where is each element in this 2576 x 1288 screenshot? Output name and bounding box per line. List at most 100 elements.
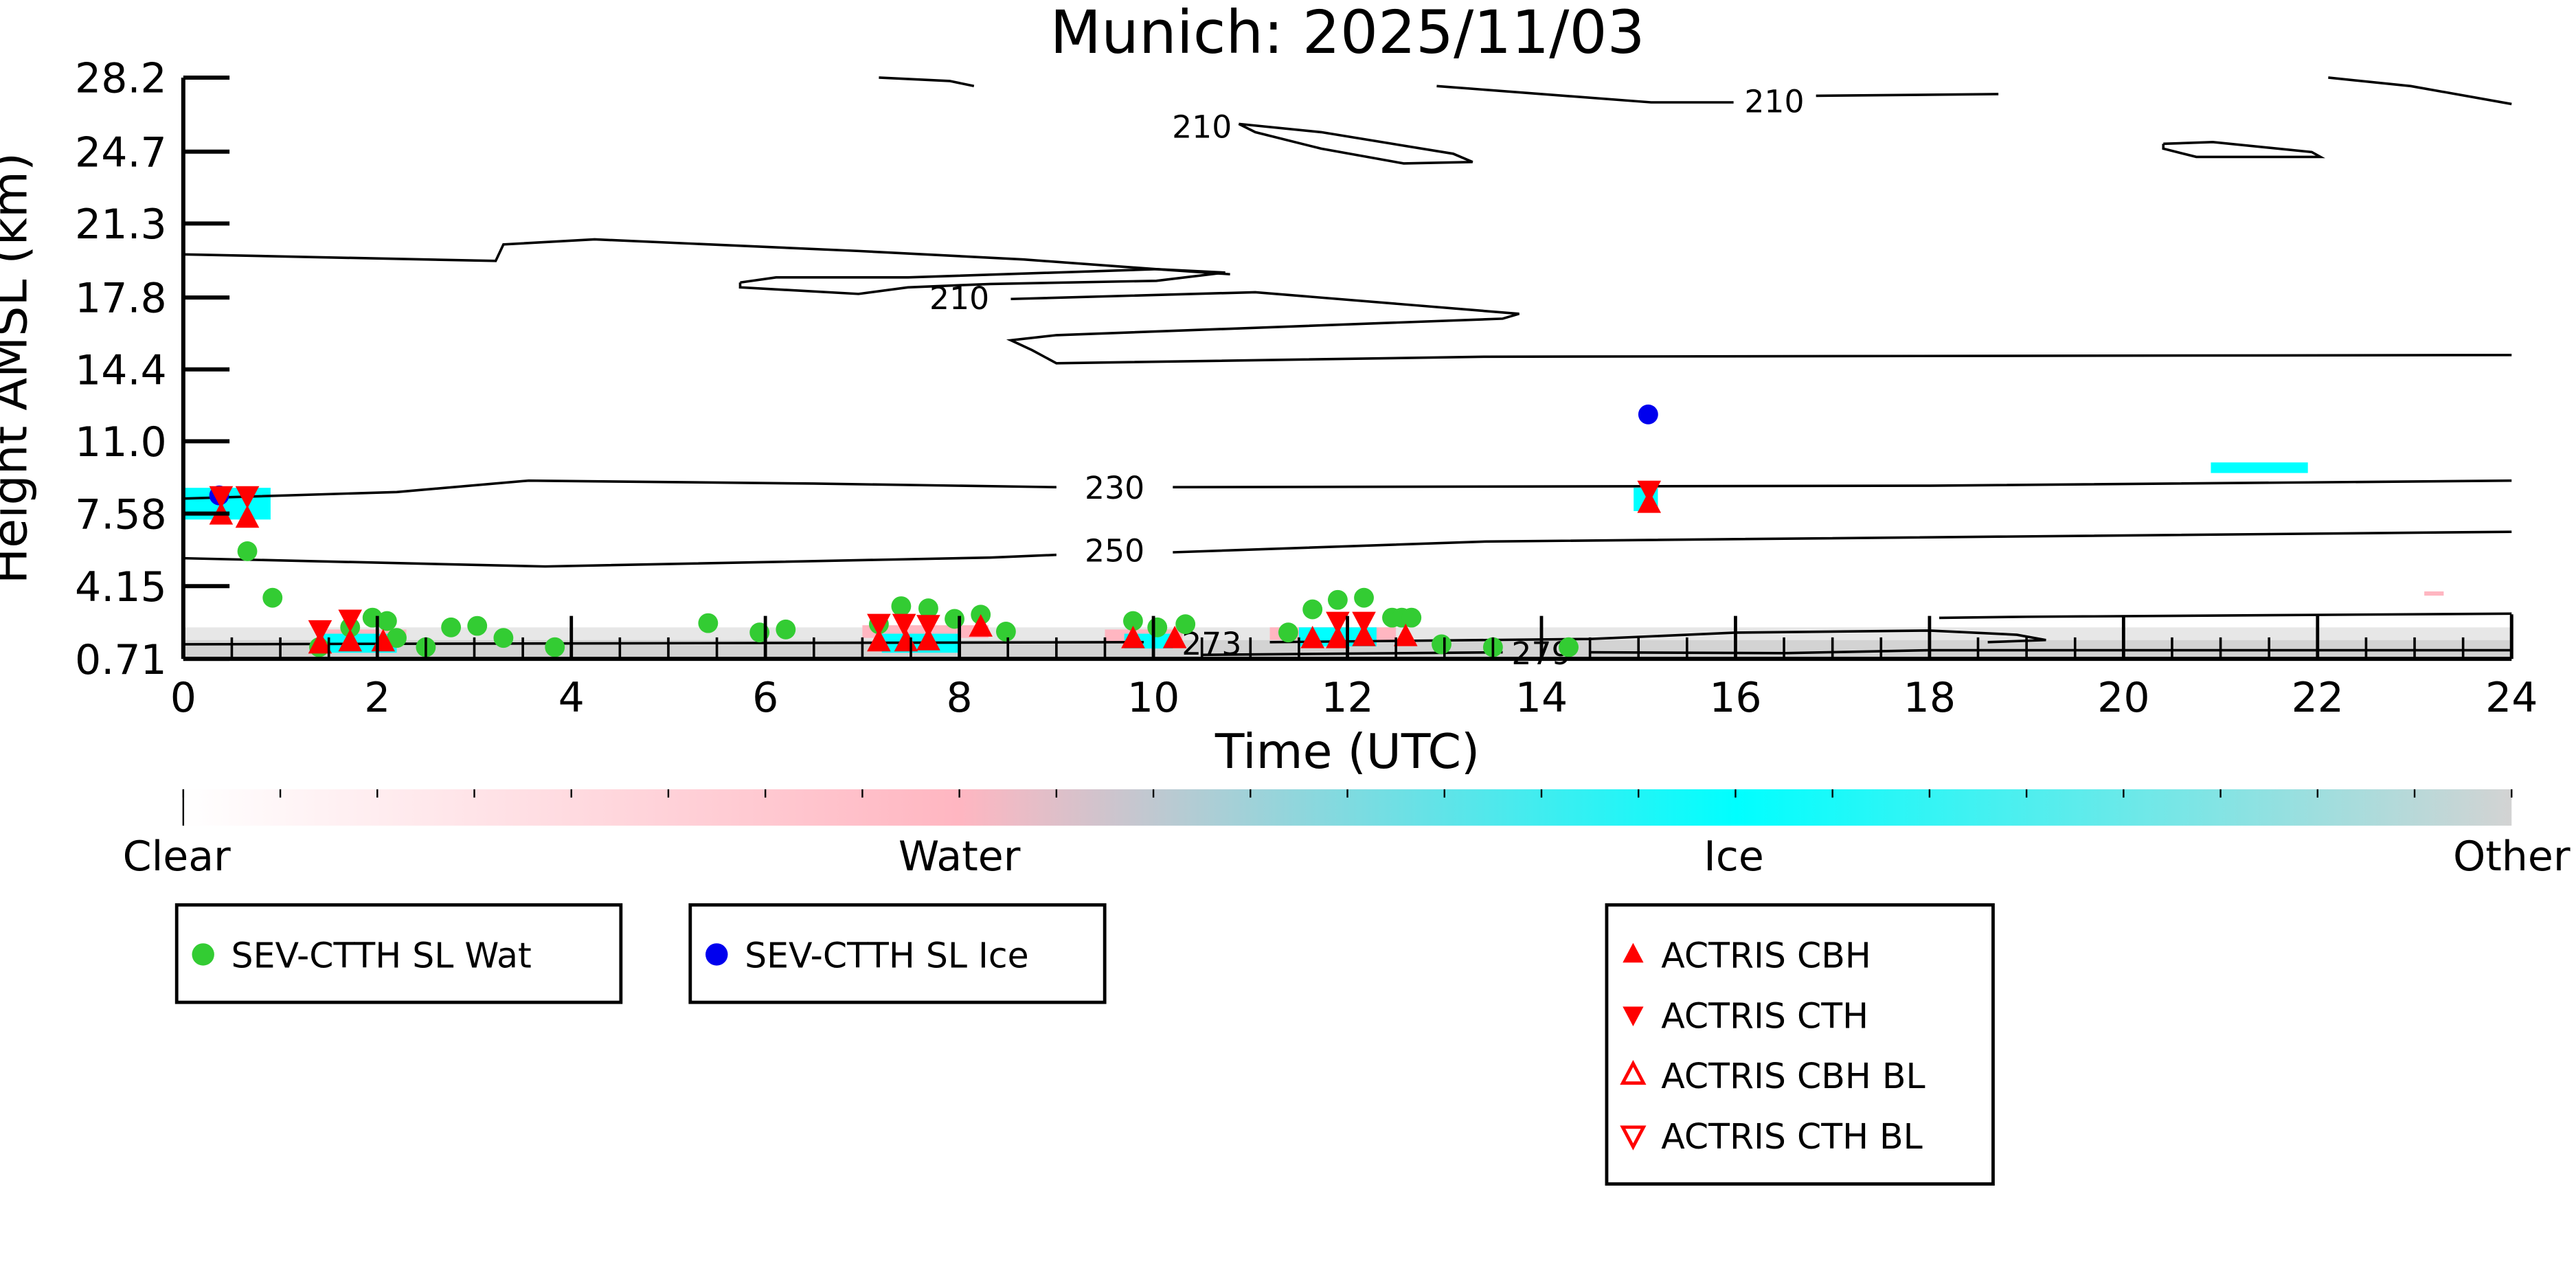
x-tick-label: 24 (2485, 674, 2538, 722)
chart-title: Munich: 2025/11/03 (1050, 0, 1645, 67)
data-point-sev-ctth-sl-wat (467, 615, 488, 636)
data-point-sev-ctth-sl-wat (776, 619, 796, 640)
data-point-sev-ctth-sl-wat (545, 637, 565, 657)
y-tick-label: 0.71 (75, 636, 167, 684)
x-tick-label: 14 (1515, 674, 1568, 722)
y-tick-label: 14.4 (75, 346, 167, 394)
contour-line-210 (2328, 76, 2512, 106)
data-point-sev-ctth-sl-wat (237, 541, 258, 561)
data-point-sev-ctth-sl-wat (1401, 607, 1422, 628)
data-point-actris-cbh (916, 628, 940, 651)
x-tick-label: 12 (1321, 674, 1373, 722)
contour-line-279 (1201, 651, 1503, 657)
contour-line-210 (738, 268, 1225, 295)
data-point-sev-ctth-sl-wat (1354, 587, 1374, 608)
data-point-actris-cbh (1352, 623, 1376, 646)
data-point-sev-ctth-sl-wat (1327, 589, 1348, 610)
x-tick-label: 2 (364, 674, 390, 722)
data-point-actris-cth (1326, 611, 1350, 635)
legend-box: ACTRIS CBH ACTRIS CTH ACTRIS CBH BL ACTRIS … (1605, 903, 1995, 1186)
legend-label: ACTRIS CBH BL (1661, 1056, 1925, 1096)
data-point-actris-cth (235, 486, 260, 509)
y-tick-label: 7.58 (75, 490, 167, 539)
data-point-actris-cbh (867, 629, 891, 652)
legend-marker (1623, 1006, 1644, 1026)
legend-marker (705, 943, 728, 966)
phase-patch-ice (2211, 462, 2308, 473)
x-tick-label: 16 (1709, 674, 1761, 722)
data-point-sev-ctth-sl-wat (1175, 614, 1196, 635)
contour-line-210 (2162, 141, 2325, 159)
x-tick-label: 22 (2292, 674, 2344, 722)
data-point-actris-cth (892, 613, 916, 637)
colorbar-ticks (182, 789, 2513, 826)
y-tick-label: 4.15 (75, 563, 167, 611)
legend-frame (1605, 903, 1995, 1186)
x-tick-label: 20 (2097, 674, 2149, 722)
data-point-actris-cth (308, 620, 332, 643)
data-point-actris-cbh (1162, 625, 1187, 648)
data-point-actris-cth (1352, 611, 1376, 635)
legend-box: SEV-CTTH SL Ice (688, 903, 1107, 1004)
colorbar-label-water: Water (899, 833, 1021, 881)
y-tick-label: 28.2 (75, 55, 167, 103)
x-tick-label: 18 (1903, 674, 1956, 722)
legend-label: SEV-CTTH SL Wat (231, 936, 532, 976)
contour-label-210: 210 (1172, 109, 1232, 146)
data-point-actris-cbh (1393, 623, 1418, 646)
data-point-sev-ctth-sl-wat (262, 587, 283, 608)
legend-frame (688, 903, 1107, 1004)
colorbar: Clear Water Ice Other (123, 789, 2571, 881)
contour-line-210 (879, 76, 975, 88)
data-point-actris-cbh (235, 505, 260, 528)
legend-marker (1620, 1059, 1647, 1085)
data-point-actris-cbh (1326, 625, 1350, 648)
data-point-actris-cth (209, 486, 234, 509)
data-point-sev-ctth-sl-wat (918, 598, 938, 618)
data-point-actris-cth (867, 613, 891, 637)
legend-label: ACTRIS CTH (1661, 995, 1868, 1036)
contour-label-230: 230 (1085, 470, 1144, 506)
contour-line-273 (1939, 612, 2512, 620)
colorbar-label-ice: Ice (1704, 833, 1764, 881)
legend-marker (1623, 942, 1644, 963)
data-point-sev-ctth-sl-wat (1559, 637, 1579, 657)
data-point-actris-cbh (338, 629, 363, 652)
x-tick-label: 8 (947, 674, 973, 722)
data-point-actris-cbh (1300, 625, 1325, 648)
contour-label-210: 210 (929, 280, 989, 317)
contour-line-210 (183, 238, 1230, 276)
contour-line-230 (183, 479, 1057, 500)
x-axis-label: Time (UTC) (1214, 724, 1480, 780)
legend-label: SEV-CTTH SL Ice (745, 936, 1029, 976)
x-tick-label: 0 (170, 674, 196, 722)
data-point-actris-cbh (1121, 625, 1145, 648)
y-tick-label: 17.8 (75, 275, 167, 323)
contour-label-210: 210 (1744, 84, 1804, 120)
data-point-sev-ctth-sl-wat (493, 628, 514, 648)
data-point-sev-ctth-sl-wat (698, 613, 719, 633)
colorbar-label-other: Other (2453, 833, 2571, 881)
data-point-sev-ctth-sl-wat (441, 617, 462, 637)
y-tick-label: 11.0 (75, 418, 167, 466)
contour-line-230 (1173, 479, 2512, 489)
phase-patch-water (2424, 591, 2444, 596)
legend-box: SEV-CTTH SL Wat (174, 903, 623, 1004)
contour-line-250 (183, 553, 1057, 568)
legend-marker (192, 943, 214, 966)
y-tick-label: 21.3 (75, 201, 167, 249)
data-point-sev-ctth-sl-wat (1147, 617, 1168, 637)
data-point-sev-ctth-sl-wat (996, 622, 1016, 642)
contour-label-250: 250 (1085, 532, 1144, 569)
colorbar-label-clear: Clear (123, 833, 231, 881)
data-point-sev-ctth-sl-wat (945, 609, 964, 629)
data-point-sev-ctth-sl-wat (891, 596, 912, 616)
contour-line-250 (1173, 530, 2512, 554)
contour-line-210 (1238, 122, 1473, 165)
x-tick-label: 4 (558, 674, 585, 722)
contour-line-210 (1436, 84, 1734, 104)
data-point-actris-cth (916, 615, 940, 637)
